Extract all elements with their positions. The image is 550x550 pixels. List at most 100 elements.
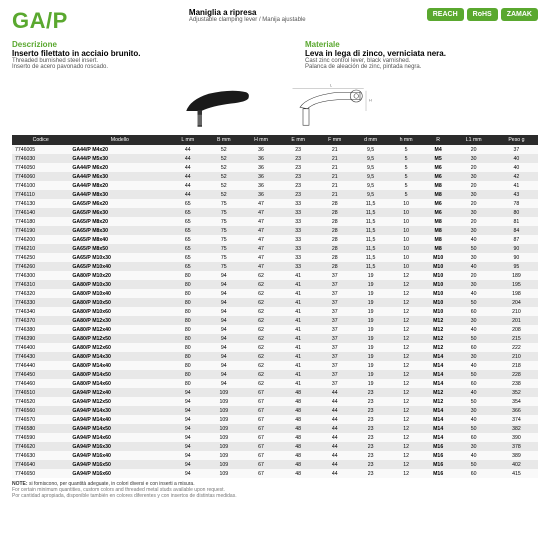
product-drawing: L H [285,76,375,131]
table-cell: 65 [170,262,205,271]
table-cell: 10 [388,226,424,235]
table-cell: 81 [495,217,538,226]
table-cell: 109 [205,388,242,397]
table-cell: 23 [280,145,317,154]
table-cell: 62 [242,316,280,325]
table-cell: 228 [495,370,538,379]
table-cell: 48 [280,451,317,460]
table-cell: 94 [170,433,205,442]
table-cell: GA94/P M16x40 [69,451,170,460]
table-row: 7746460GA80/P M14x6080946241371912M14602… [12,379,538,388]
table-row: 7746590GA94/P M14x60941096748442312M1460… [12,433,538,442]
column-header: R [424,135,453,145]
table-cell: 11,5 [353,262,389,271]
table-cell: 12 [388,370,424,379]
table-cell: 402 [495,460,538,469]
table-cell: 7746320 [12,289,69,298]
header: GA/P Maniglia a ripresa Adjustable clamp… [12,8,538,34]
table-cell: 19 [353,370,389,379]
table-cell: GA80/P M14x50 [69,370,170,379]
table-cell: 48 [280,460,317,469]
table-cell: 30 [453,406,495,415]
table-cell: 7746250 [12,253,69,262]
table-cell: M12 [424,343,453,352]
table-cell: 37 [317,334,353,343]
table-cell: 52 [205,181,242,190]
table-cell: 7746050 [12,163,69,172]
table-cell: 42 [495,172,538,181]
table-cell: 50 [453,370,495,379]
table-cell: 20 [453,199,495,208]
table-cell: 12 [388,307,424,316]
title-tr: Adjustable clamping lever / Manija ajust… [189,17,306,23]
table-cell: 44 [317,424,353,433]
table-cell: 19 [353,298,389,307]
table-cell: 94 [170,451,205,460]
table-cell: 7746030 [12,154,69,163]
table-cell: 80 [170,289,205,298]
table-cell: 62 [242,280,280,289]
table-cell: 12 [388,298,424,307]
table-row: 7746180GA65/P M8x20657547332811,510M8208… [12,217,538,226]
table-cell: 94 [205,352,242,361]
table-cell: 201 [495,316,538,325]
table-cell: 94 [170,406,205,415]
table-cell: 28 [317,226,353,235]
table-row: 7746340GA80/P M10x6080946241371912M10602… [12,307,538,316]
table-cell: 19 [353,325,389,334]
table-cell: 44 [317,442,353,451]
table-cell: 12 [388,379,424,388]
table-cell: 67 [242,388,280,397]
table-cell: 11,5 [353,208,389,217]
table-cell: M16 [424,451,453,460]
table-cell: 5 [388,190,424,199]
table-cell: 10 [388,262,424,271]
table-cell: 7746640 [12,460,69,469]
table-cell: 37 [317,379,353,388]
table-cell: 41 [280,352,317,361]
table-cell: 41 [280,379,317,388]
table-cell: 389 [495,451,538,460]
table-cell: M6 [424,172,453,181]
table-row: 7746190GA65/P M8x30657547332811,510M8308… [12,226,538,235]
table-cell: 5 [388,172,424,181]
table-cell: 50 [453,397,495,406]
table-cell: 7746620 [12,442,69,451]
table-cell: 60 [453,433,495,442]
table-cell: 7746300 [12,271,69,280]
table-cell: 7746450 [12,370,69,379]
table-cell: 94 [205,298,242,307]
table-cell: 11,5 [353,226,389,235]
table-cell: 33 [280,253,317,262]
table-cell: 30 [453,280,495,289]
table-cell: M12 [424,316,453,325]
table-cell: M16 [424,460,453,469]
table-cell: 30 [453,253,495,262]
table-row: 7746440GA80/P M14x4080946241371912M14402… [12,361,538,370]
table-row: 7746130GA65/P M6x20657547332811,510M6207… [12,199,538,208]
table-cell: 52 [205,154,242,163]
table-cell: 44 [317,415,353,424]
table-cell: 80 [495,208,538,217]
table-row: 7746310GA80/P M10x3080946241371912M10301… [12,280,538,289]
table-cell: 19 [353,307,389,316]
table-cell: GA44/P M6x20 [69,163,170,172]
table-cell: M8 [424,181,453,190]
table-cell: 218 [495,361,538,370]
table-cell: 37 [317,298,353,307]
table-cell: 23 [353,415,389,424]
table-cell: GA80/P M12x60 [69,343,170,352]
column-header: Peso g [495,135,538,145]
table-cell: 23 [353,388,389,397]
table-cell: GA65/P M8x40 [69,235,170,244]
table-cell: M14 [424,433,453,442]
info-row: Descrizione Inserto filettato in acciaio… [12,40,538,70]
table-row: 7746330GA80/P M10x5080946241371912M10502… [12,298,538,307]
table-cell: 75 [205,208,242,217]
table-cell: 47 [242,217,280,226]
table-cell: 62 [242,352,280,361]
table-cell: 11,5 [353,235,389,244]
table-cell: 378 [495,442,538,451]
table-cell: 20 [453,145,495,154]
table-cell: M6 [424,163,453,172]
